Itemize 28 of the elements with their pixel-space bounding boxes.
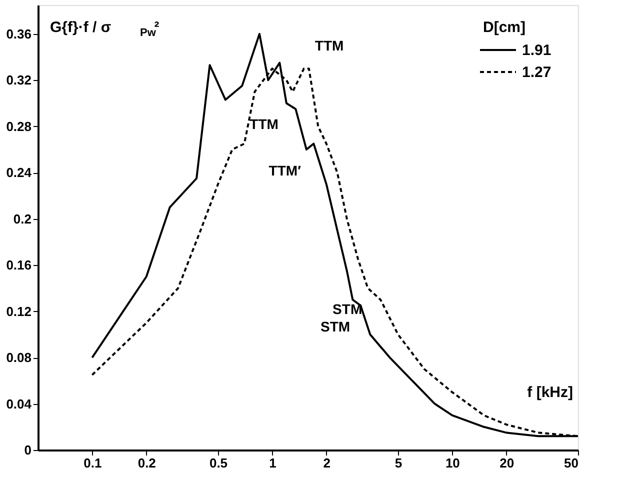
y-tick-label: 0.08: [6, 350, 32, 366]
legend-label: 1.91: [522, 42, 552, 59]
y-tick-label: 0.28: [6, 118, 32, 134]
legend-title: D[cm]: [483, 19, 526, 36]
x-tick-label: 50: [564, 456, 578, 470]
y-tick-label: 0.16: [6, 258, 32, 273]
x-tick-label: 2: [323, 456, 330, 470]
y-tick-label: 0.12: [6, 304, 32, 319]
y-tick-label: 0.32: [6, 72, 32, 88]
annotation: STM: [332, 301, 362, 318]
y-tick-label: 0.36: [6, 26, 32, 42]
legend-label: 1.27: [522, 64, 552, 81]
y-tick-label: 0.24: [6, 165, 32, 180]
annotation: TTM: [250, 116, 278, 132]
y-tick-label: 0: [24, 442, 32, 458]
x-tick-label: 0.2: [138, 456, 156, 470]
x-tick-label: 0.5: [209, 456, 228, 470]
y-tick-label: 0.04: [6, 396, 32, 412]
x-tick-label: 10: [445, 456, 460, 470]
annotation: TTM: [314, 38, 344, 54]
x-tick-label: 5: [394, 456, 402, 470]
y-tick-label: 0.2: [13, 211, 32, 226]
x-axis-title: f [kHz]: [527, 384, 574, 401]
x-tick-label: 20: [500, 456, 514, 470]
x-tick-label: 0.1: [84, 456, 102, 470]
x-tick-label: 1: [269, 456, 276, 470]
annotation: STM: [320, 318, 350, 335]
annotation: TTM′: [268, 162, 302, 178]
